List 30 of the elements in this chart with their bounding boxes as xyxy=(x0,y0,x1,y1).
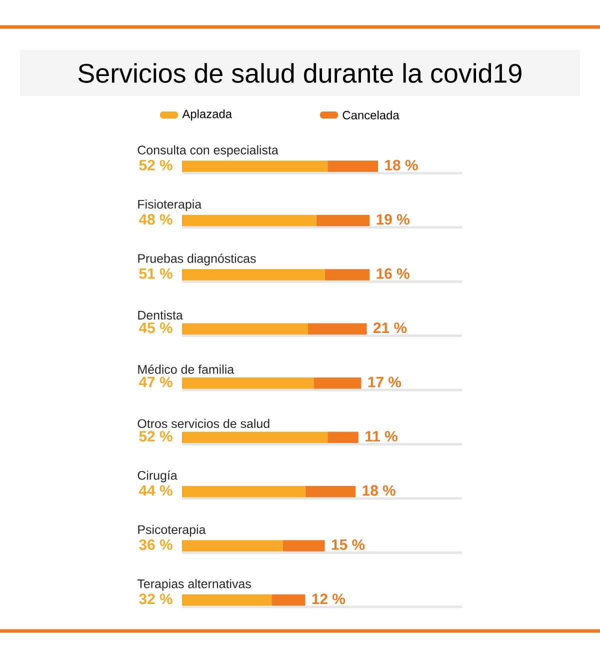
data-label: 52 % xyxy=(139,160,172,170)
chart-title: Servicios de salud durante la covid19 xyxy=(78,63,522,83)
y-tick-label: Dentista xyxy=(138,310,183,320)
y-tick-label: Cirugía xyxy=(138,470,178,482)
y-tick-label: Psicoterapia xyxy=(138,524,206,536)
data-label: 47 % xyxy=(138,376,172,388)
data-label: 52 % xyxy=(139,430,172,442)
data-label: 17 % xyxy=(368,376,402,388)
data-label: 19 % xyxy=(376,214,410,225)
y-tick-label: Otros servicios de salud xyxy=(138,418,270,428)
data-label: 15 % xyxy=(332,539,365,550)
data-label: 12 % xyxy=(312,594,346,604)
data-label: 48 % xyxy=(138,214,172,225)
y-tick-label: Consulta con especialista xyxy=(138,145,278,157)
legend-label: Cancelada xyxy=(342,110,400,120)
data-label: 36 % xyxy=(139,539,172,550)
y-tick-label: Terapias alternativas xyxy=(137,579,251,591)
data-label: 18 % xyxy=(362,485,396,496)
data-label: 45 % xyxy=(138,322,172,334)
data-label: 51 % xyxy=(139,268,172,279)
data-label: 16 % xyxy=(376,268,410,279)
data-label: 44 % xyxy=(138,485,172,496)
data-label: 18 % xyxy=(385,160,418,170)
y-tick-label: Pruebas diagnósticas xyxy=(138,254,256,266)
legend-label: Aplazada xyxy=(182,109,232,121)
data-label: 21 % xyxy=(374,322,407,334)
y-tick-label: Fisioterapia xyxy=(138,200,202,212)
data-label: 11 % xyxy=(366,430,398,442)
data-label: 32 % xyxy=(139,594,172,604)
y-tick-label: Médico de familia xyxy=(138,364,234,374)
